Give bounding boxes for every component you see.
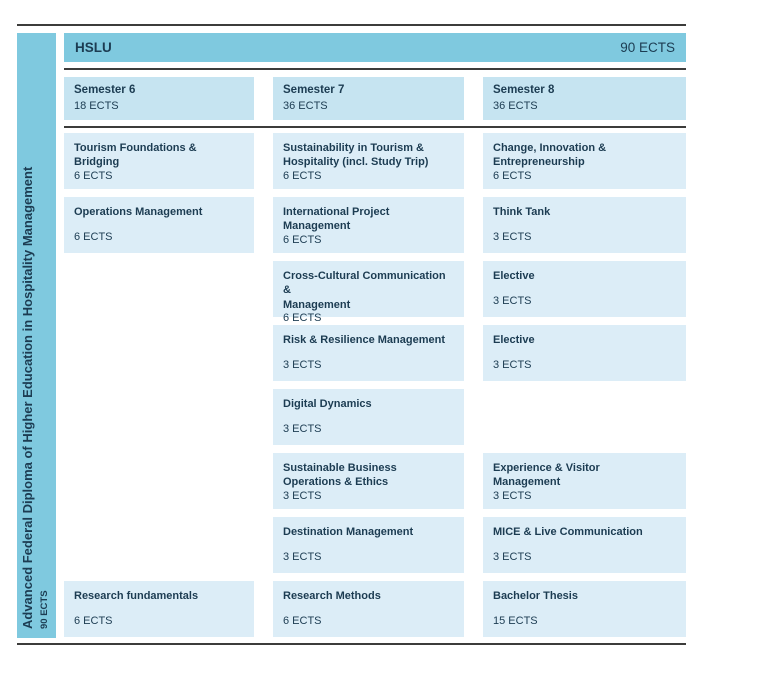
empty-cell [483, 389, 686, 445]
course-title: Elective [493, 270, 535, 282]
course-card: Sustainable Business Operations & Ethics… [273, 453, 464, 509]
header-rule-line [64, 68, 686, 70]
course-ects: 3 ECTS [493, 230, 532, 243]
course-card: Sustainability in Tourism & Hospitality … [273, 133, 464, 189]
course-ects: 3 ECTS [283, 358, 322, 371]
course-card: MICE & Live Communication 3 ECTS [483, 517, 686, 573]
semester-name: Semester 6 [74, 84, 136, 96]
course-ects: 3 ECTS [493, 550, 532, 563]
semester-name: Semester 8 [493, 84, 555, 96]
course-ects: 6 ECTS [283, 614, 322, 627]
course-card: Elective 3 ECTS [483, 325, 686, 381]
course-title: Digital Dynamics [283, 398, 372, 410]
course-card: Think Tank 3 ECTS [483, 197, 686, 253]
course-title: Elective [493, 334, 535, 346]
empty-cell [64, 517, 254, 573]
course-card: Change, Innovation & Entrepreneurship 6 … [483, 133, 686, 189]
course-ects: 3 ECTS [283, 489, 322, 502]
course-title: Destination Management [283, 526, 414, 538]
semester-name: Semester 7 [283, 84, 345, 96]
course-title: Think Tank [493, 206, 551, 218]
course-title: Research Methods [283, 590, 381, 602]
course-ects: 6 ECTS [283, 169, 322, 182]
header-total-ects: 90 ECTS [620, 40, 675, 55]
course-title: Bachelor Thesis [493, 590, 578, 602]
course-card: Destination Management 3 ECTS [273, 517, 464, 573]
course-ects: 3 ECTS [283, 422, 322, 435]
top-rule-line [17, 24, 686, 26]
course-card: Digital Dynamics 3 ECTS [273, 389, 464, 445]
course-card: Tourism Foundations & Bridging 6 ECTS [64, 133, 254, 189]
course-title: Risk & Resilience Management [283, 334, 446, 346]
course-card: Bachelor Thesis 15 ECTS [483, 581, 686, 637]
course-title: Operations Management [74, 206, 203, 218]
course-card: Research Methods 6 ECTS [273, 581, 464, 637]
course-ects: 3 ECTS [283, 550, 322, 563]
course-card: Cross-Cultural Communication & Managemen… [273, 261, 464, 324]
course-title: MICE & Live Communication [493, 526, 643, 538]
course-title: Experience & Visitor Management [493, 462, 600, 489]
course-card: Research fundamentals 6 ECTS [64, 581, 254, 637]
course-title: Change, Innovation & Entrepreneurship [493, 142, 607, 169]
empty-cell [64, 453, 254, 509]
course-title: Tourism Foundations & Bridging [74, 142, 197, 169]
course-ects: 15 ECTS [493, 614, 538, 627]
empty-cell [64, 325, 254, 381]
bottom-rule-line [17, 643, 686, 645]
course-ects: 3 ECTS [493, 358, 532, 371]
course-grid: Tourism Foundations & Bridging 6 ECTS Su… [64, 133, 686, 637]
course-card: Elective 3 ECTS [483, 261, 686, 317]
school-name: HSLU [75, 40, 112, 55]
empty-cell [64, 261, 254, 317]
semester-ects: 18 ECTS [74, 99, 119, 112]
course-ects: 6 ECTS [283, 311, 322, 324]
course-card: Risk & Resilience Management 3 ECTS [273, 325, 464, 381]
course-title: Research fundamentals [74, 590, 199, 602]
course-ects: 6 ECTS [493, 169, 532, 182]
course-ects: 6 ECTS [283, 233, 322, 246]
course-card: Experience & Visitor Management 3 ECTS [483, 453, 686, 509]
course-ects: 6 ECTS [74, 230, 113, 243]
course-title: Cross-Cultural Communication & Managemen… [283, 270, 446, 311]
program-sidebar: Advanced Federal Diploma of Higher Educa… [17, 33, 56, 638]
program-total-ects: 90 ECTS [39, 590, 51, 629]
empty-cell [64, 389, 254, 445]
course-title: Sustainable Business Operations & Ethics [283, 462, 397, 489]
course-ects: 6 ECTS [74, 614, 113, 627]
semester-header-row: Semester 6 18 ECTS Semester 7 36 ECTS Se… [64, 77, 686, 120]
semester-rule-line [64, 126, 686, 128]
semester-8-header: Semester 8 36 ECTS [483, 77, 686, 120]
program-sidebar-rotated-text: Advanced Federal Diploma of Higher Educa… [17, 33, 56, 638]
semester-6-header: Semester 6 18 ECTS [64, 77, 254, 120]
program-title: Advanced Federal Diploma of Higher Educa… [20, 166, 35, 629]
semester-ects: 36 ECTS [283, 99, 328, 112]
course-card: International Project Management 6 ECTS [273, 197, 464, 253]
course-title: International Project Management [283, 206, 390, 233]
course-title: Sustainability in Tourism & Hospitality … [283, 142, 429, 169]
header-bar: HSLU 90 ECTS [64, 33, 686, 62]
semester-7-header: Semester 7 36 ECTS [273, 77, 464, 120]
course-card: Operations Management 6 ECTS [64, 197, 254, 253]
course-ects: 3 ECTS [493, 489, 532, 502]
course-ects: 3 ECTS [493, 294, 532, 307]
semester-ects: 36 ECTS [493, 99, 538, 112]
course-ects: 6 ECTS [74, 169, 113, 182]
